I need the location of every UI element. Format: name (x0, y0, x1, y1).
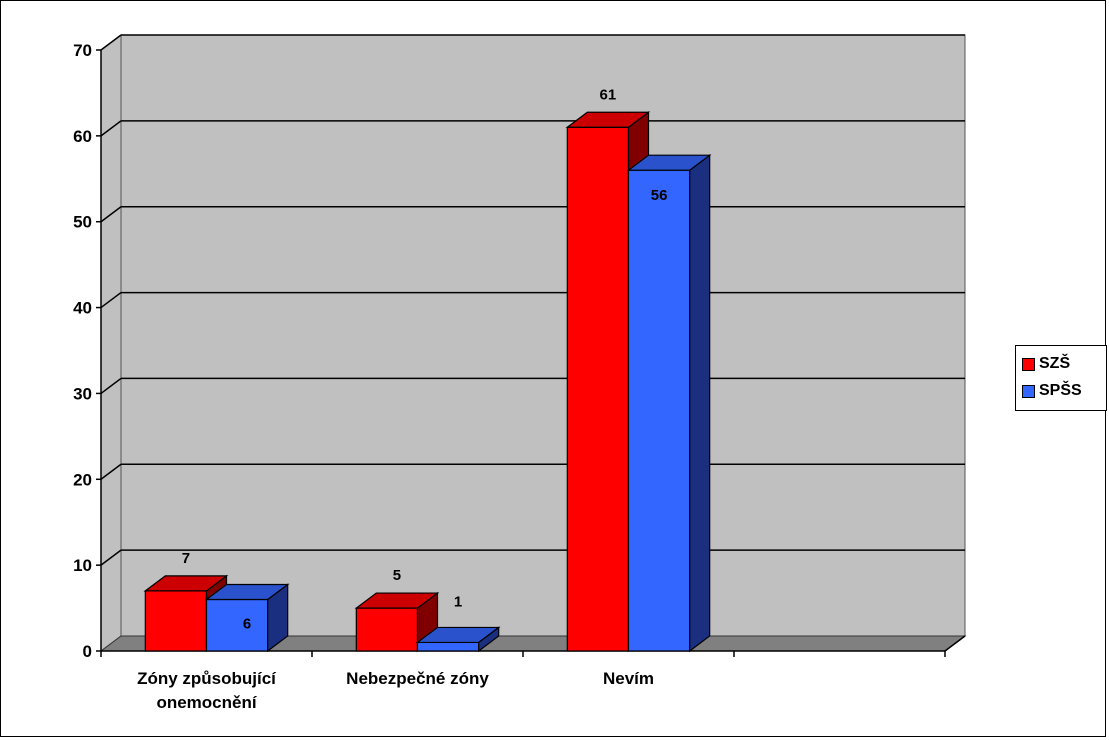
bar-front (205, 598, 269, 652)
x-category-label: Zóny způsobující onemocnění (137, 669, 277, 712)
data-label: 61 (600, 86, 617, 103)
legend-item-spss: SPŠS (1022, 381, 1082, 401)
bar-top (626, 154, 712, 171)
gridline-side (100, 120, 122, 137)
x-category-label: Nebezpečné zóny (346, 669, 489, 688)
y-tick-label: 60 (73, 127, 92, 146)
side-wall (100, 34, 122, 652)
data-label: 1 (454, 593, 462, 610)
bar-top (565, 111, 651, 128)
y-tick-label: 50 (73, 213, 92, 232)
bar-side (689, 153, 711, 653)
gridline-side (100, 549, 122, 566)
bar-front (566, 126, 630, 652)
data-label: 5 (393, 567, 401, 584)
x-category-label: Nevím (603, 669, 654, 688)
y-tick-label: 70 (73, 41, 92, 60)
bar-top (204, 583, 290, 601)
y-tick-label: 0 (83, 642, 92, 661)
gridline-side (100, 206, 122, 223)
y-tick-label: 40 (73, 299, 92, 318)
y-tick-label: 30 (73, 384, 92, 403)
legend-swatch-spss (1022, 384, 1035, 398)
y-tick-label: 20 (73, 470, 92, 489)
gridline-side (100, 463, 122, 480)
bar-top (415, 626, 501, 644)
gridline-side (100, 377, 122, 395)
data-label: 56 (651, 187, 668, 204)
bar-front (144, 590, 208, 652)
gridline-side (100, 291, 122, 309)
x-axis-end (944, 635, 966, 652)
bar-front (355, 607, 419, 652)
legend: SZŠ SPŠS (1015, 345, 1107, 411)
gridline-side (100, 34, 122, 51)
back-wall (120, 34, 966, 637)
legend-label-spss: SPŠS (1039, 382, 1082, 399)
legend-label-szs: SZŠ (1039, 355, 1071, 372)
bar-front (416, 641, 480, 652)
data-label: 7 (182, 550, 190, 567)
legend-item-szs: SZŠ (1022, 354, 1070, 374)
legend-swatch-szs (1022, 357, 1035, 371)
bar-top (354, 592, 440, 609)
data-label: 6 (243, 615, 251, 632)
y-tick-label: 10 (73, 556, 92, 575)
bar-top (143, 575, 229, 592)
bar-front (627, 169, 691, 652)
